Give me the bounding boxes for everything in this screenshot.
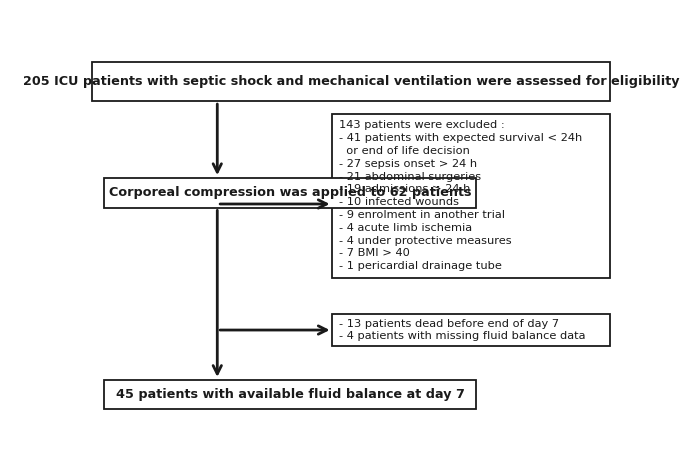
- FancyBboxPatch shape: [332, 114, 610, 278]
- FancyBboxPatch shape: [92, 62, 610, 101]
- Text: 205 ICU patients with septic shock and mechanical ventilation were assessed for : 205 ICU patients with septic shock and m…: [23, 75, 679, 88]
- Text: - 1 pericardial drainage tube: - 1 pericardial drainage tube: [339, 261, 501, 271]
- Text: 143 patients were excluded :: 143 patients were excluded :: [339, 120, 505, 131]
- Text: Corporeal compression was applied to 62 patients: Corporeal compression was applied to 62 …: [109, 186, 471, 199]
- FancyBboxPatch shape: [104, 178, 476, 207]
- Text: - 4 acute limb ischemia: - 4 acute limb ischemia: [339, 223, 472, 233]
- Text: or end of life decision: or end of life decision: [339, 146, 470, 156]
- Text: - 4 patients with missing fluid balance data: - 4 patients with missing fluid balance …: [339, 331, 586, 341]
- FancyBboxPatch shape: [332, 314, 610, 346]
- Text: - 13 patients dead before end of day 7: - 13 patients dead before end of day 7: [339, 319, 559, 329]
- Text: - 27 sepsis onset > 24 h: - 27 sepsis onset > 24 h: [339, 159, 477, 169]
- Text: - 9 enrolment in another trial: - 9 enrolment in another trial: [339, 210, 505, 220]
- Text: - 41 patients with expected survival < 24h: - 41 patients with expected survival < 2…: [339, 133, 582, 143]
- Text: - 10 infected wounds: - 10 infected wounds: [339, 197, 459, 207]
- Text: 45 patients with available fluid balance at day 7: 45 patients with available fluid balance…: [116, 388, 464, 401]
- Text: - 19 admissions > 24 h: - 19 admissions > 24 h: [339, 184, 470, 194]
- FancyBboxPatch shape: [104, 380, 476, 410]
- Text: - 7 BMI > 40: - 7 BMI > 40: [339, 249, 410, 258]
- Text: - 21 abdominal surgeries: - 21 abdominal surgeries: [339, 172, 481, 182]
- Text: - 4 under protective measures: - 4 under protective measures: [339, 235, 512, 246]
